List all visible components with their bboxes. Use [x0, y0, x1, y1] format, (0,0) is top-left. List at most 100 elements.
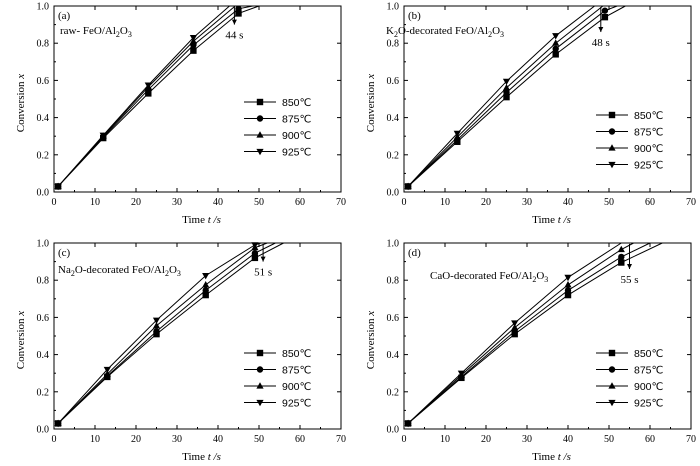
panel-title-sub: 2	[71, 269, 75, 278]
x-axis-label-text: Time	[182, 451, 205, 463]
data-point	[153, 328, 160, 335]
x-tick-label: 0	[52, 434, 57, 445]
series-triangle-down	[404, 5, 595, 191]
legend-label: 900℃	[282, 381, 311, 393]
legend-label: 925℃	[634, 398, 663, 410]
x-tick-label: 40	[563, 434, 573, 445]
panel-label: (b)	[408, 10, 421, 22]
x-tick-label: 10	[440, 197, 450, 208]
panel-label: (d)	[408, 247, 421, 259]
series-line	[57, 5, 260, 187]
legend-marker	[608, 366, 616, 373]
series-line	[57, 242, 268, 424]
data-point	[189, 35, 197, 42]
y-tick-label: 0.2	[37, 150, 50, 161]
x-tick-label: 70	[336, 434, 346, 445]
legend-marker	[256, 399, 264, 407]
legend-label: 875℃	[634, 365, 663, 377]
x-axis-label-text: Time	[532, 451, 555, 463]
legend-label: 850℃	[634, 110, 663, 122]
y-axis-variable: x	[365, 311, 377, 317]
x-tick-label: 10	[90, 434, 100, 445]
annotation-label: 51 s	[254, 267, 272, 279]
data-point	[404, 420, 412, 428]
y-tick-label: 0.4	[37, 113, 50, 124]
x-axis-unit: t /s	[558, 214, 571, 226]
panel-title-sub: 3	[544, 275, 548, 284]
data-point	[152, 317, 161, 324]
y-axis-label-text: Conversion	[15, 81, 27, 132]
y-tick-label: 1.0	[387, 2, 400, 13]
y-axis-label: Conversion x	[15, 74, 27, 132]
x-tick-label: 0	[52, 197, 57, 208]
panel-title-part: O	[536, 270, 544, 282]
y-tick-label: 0.8	[387, 276, 400, 287]
x-tick-label: 50	[254, 434, 264, 445]
y-tick-label: 0.2	[387, 387, 400, 398]
data-point	[503, 89, 510, 96]
x-tick-label: 30	[172, 197, 182, 208]
series-triangle-down	[54, 242, 262, 428]
x-tick-label: 20	[131, 197, 141, 208]
legend-marker	[256, 98, 264, 106]
data-point	[251, 242, 259, 249]
panel-title-part: O	[492, 25, 500, 37]
data-point	[54, 183, 62, 191]
annotation-arrow-head	[231, 19, 237, 25]
panel-title-sub: 2	[532, 275, 536, 284]
y-axis-label-text: Conversion	[365, 318, 377, 369]
x-tick-label: 40	[563, 197, 573, 208]
panel-title-part: Na	[58, 264, 71, 276]
data-point	[190, 47, 197, 54]
legend-label: 875℃	[282, 365, 311, 377]
y-tick-label: 0.6	[387, 76, 400, 87]
legend-label: 900℃	[634, 381, 663, 393]
x-tick-label: 30	[522, 434, 532, 445]
y-tick-label: 0.6	[37, 313, 50, 324]
legend-marker	[256, 382, 264, 389]
y-axis-label: Conversion x	[365, 74, 377, 132]
legend-label: 900℃	[282, 130, 311, 142]
legend-marker	[608, 111, 616, 119]
legend-label: 850℃	[282, 97, 311, 109]
y-axis-variable: x	[15, 311, 27, 317]
data-point	[99, 132, 107, 140]
y-tick-label: 0.4	[37, 350, 50, 361]
x-axis-label-text: Time	[532, 214, 555, 226]
x-tick-label: 0	[402, 434, 407, 445]
y-axis-label-text: Conversion	[365, 81, 377, 132]
legend-marker	[256, 148, 264, 156]
annotation-arrow-head	[598, 27, 604, 33]
y-tick-label: 0.4	[387, 113, 400, 124]
panel-title-sub: 3	[177, 269, 181, 278]
y-tick-label: 0.0	[37, 188, 50, 199]
legend-label: 875℃	[282, 114, 311, 126]
data-point	[552, 51, 559, 58]
legend-marker	[608, 161, 616, 169]
x-tick-label: 40	[213, 434, 223, 445]
data-point	[617, 245, 625, 253]
legend-marker	[608, 382, 616, 389]
x-tick-label: 20	[481, 197, 491, 208]
x-tick-label: 50	[604, 434, 614, 445]
data-point	[552, 39, 560, 46]
chart-panel-1: 0 10 20 30 40 50 60 70 0.0 0.2 0.4 0.6 0.8 1.0 Time t …	[15, 2, 346, 227]
y-tick-label: 0.6	[37, 76, 50, 87]
data-point	[618, 253, 625, 261]
y-tick-label: 0.0	[387, 425, 400, 436]
chart-panel-2: 0 10 20 30 40 50 60 70 0.0 0.2 0.4 0.6 0.8 1.0 Time t …	[365, 2, 696, 227]
data-point	[152, 321, 161, 329]
legend-marker	[256, 366, 264, 373]
data-point	[601, 7, 609, 14]
series-line	[407, 242, 634, 424]
data-point	[202, 272, 210, 280]
data-point	[552, 45, 559, 52]
x-tick-label: 10	[440, 434, 450, 445]
panel-title-part: raw- FeO/Al	[60, 25, 116, 37]
y-axis-label-text: Conversion	[15, 318, 27, 369]
data-point	[502, 84, 511, 91]
data-point	[564, 291, 572, 299]
data-point	[235, 5, 242, 12]
panel-title-sub: 2	[165, 269, 169, 278]
